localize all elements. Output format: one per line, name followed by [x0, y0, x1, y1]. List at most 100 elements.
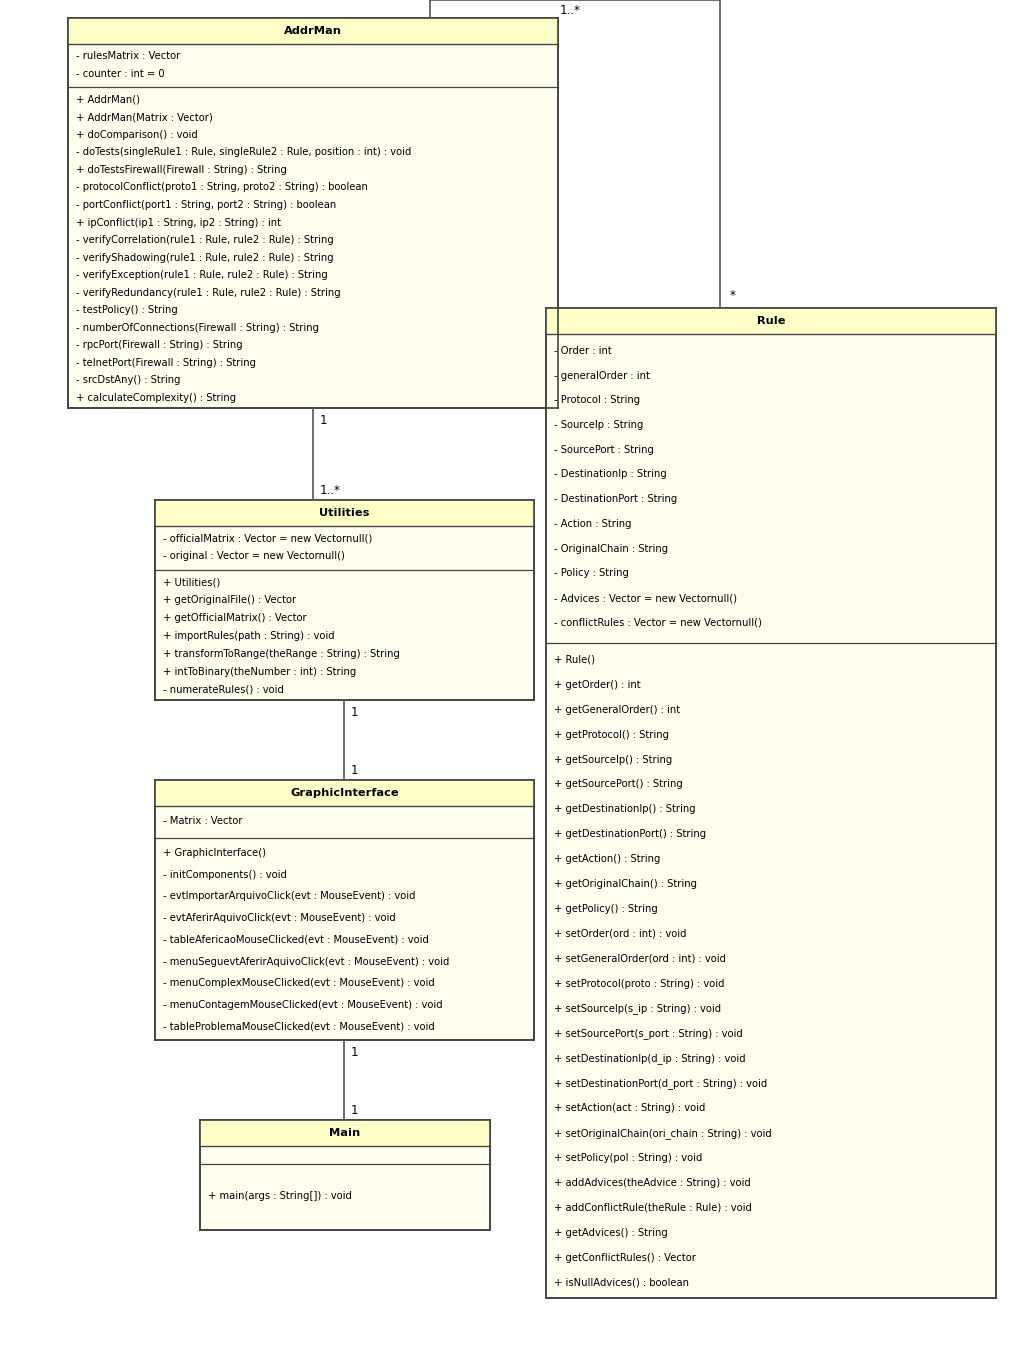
Text: Main: Main — [330, 1128, 360, 1138]
Text: - verifyRedundancy(rule1 : Rule, rule2 : Rule) : String: - verifyRedundancy(rule1 : Rule, rule2 :… — [76, 288, 341, 297]
Text: + AddrMan(Matrix : Vector): + AddrMan(Matrix : Vector) — [76, 112, 213, 123]
Text: - tableAfericaoMouseClicked(evt : MouseEvent) : void: - tableAfericaoMouseClicked(evt : MouseE… — [163, 934, 429, 945]
Text: - Advices : Vector = new Vectornull(): - Advices : Vector = new Vectornull() — [554, 594, 737, 603]
Text: + getGeneralOrder() : int: + getGeneralOrder() : int — [554, 704, 680, 715]
Text: - evtImportarArquivoClick(evt : MouseEvent) : void: - evtImportarArquivoClick(evt : MouseEve… — [163, 891, 416, 902]
Text: - numerateRules() : void: - numerateRules() : void — [163, 684, 284, 695]
Text: + Utilities(): + Utilities() — [163, 577, 220, 587]
Text: - verifyCorrelation(rule1 : Rule, rule2 : Rule) : String: - verifyCorrelation(rule1 : Rule, rule2 … — [76, 235, 334, 245]
Text: - srcDstAny() : String: - srcDstAny() : String — [76, 376, 180, 385]
Text: + addConflictRule(theRule : Rule) : void: + addConflictRule(theRule : Rule) : void — [554, 1203, 752, 1213]
Text: - verifyException(rule1 : Rule, rule2 : Rule) : String: - verifyException(rule1 : Rule, rule2 : … — [76, 270, 328, 280]
Text: + setGeneralOrder(ord : int) : void: + setGeneralOrder(ord : int) : void — [554, 953, 726, 964]
Bar — [68, 18, 558, 45]
Text: + getOriginalFile() : Vector: + getOriginalFile() : Vector — [163, 595, 296, 606]
Text: + addAdvices(theAdvice : String) : void: + addAdvices(theAdvice : String) : void — [554, 1178, 751, 1188]
Text: - conflictRules : Vector = new Vectornull(): - conflictRules : Vector = new Vectornul… — [554, 618, 762, 627]
Text: + doTestsFirewall(Firewall : String) : String: + doTestsFirewall(Firewall : String) : S… — [76, 165, 287, 174]
Text: - DestinationPort : String: - DestinationPort : String — [554, 493, 677, 504]
Text: - telnetPort(Firewall : String) : String: - telnetPort(Firewall : String) : String — [76, 358, 256, 368]
Text: + getPolicy() : String: + getPolicy() : String — [554, 904, 657, 914]
Text: + importRules(path : String) : void: + importRules(path : String) : void — [163, 631, 335, 641]
Text: - counter : int = 0: - counter : int = 0 — [76, 69, 165, 78]
Text: + getDestinationIp() : String: + getDestinationIp() : String — [554, 804, 695, 814]
Text: + getDestinationPort() : String: + getDestinationPort() : String — [554, 829, 707, 840]
Text: - evtAferirAquivoClick(evt : MouseEvent) : void: - evtAferirAquivoClick(evt : MouseEvent)… — [163, 913, 395, 923]
Bar — [155, 500, 534, 526]
Text: - initComponents() : void: - initComponents() : void — [163, 869, 287, 880]
Text: + setOriginalChain(ori_chain : String) : void: + setOriginalChain(ori_chain : String) :… — [554, 1128, 772, 1138]
Text: + setAction(act : String) : void: + setAction(act : String) : void — [554, 1103, 706, 1113]
Text: 1: 1 — [351, 1103, 358, 1117]
Text: 1..*: 1..* — [319, 484, 341, 496]
Text: - numberOfConnections(Firewall : String) : String: - numberOfConnections(Firewall : String)… — [76, 323, 319, 333]
Bar — [155, 780, 534, 806]
Text: + GraphicInterface(): + GraphicInterface() — [163, 848, 266, 859]
Text: + setDestinationIp(d_ip : String) : void: + setDestinationIp(d_ip : String) : void — [554, 1053, 745, 1064]
Text: + getProtocol() : String: + getProtocol() : String — [554, 730, 669, 740]
Text: 1: 1 — [319, 414, 328, 426]
Bar — [68, 18, 558, 408]
Text: - menuContagemMouseClicked(evt : MouseEvent) : void: - menuContagemMouseClicked(evt : MouseEv… — [163, 1000, 442, 1010]
Text: Utilities: Utilities — [319, 508, 370, 518]
Text: + main(args : String[]) : void: + main(args : String[]) : void — [208, 1191, 352, 1202]
Text: - Action : String: - Action : String — [554, 519, 632, 529]
Text: - rpcPort(Firewall : String) : String: - rpcPort(Firewall : String) : String — [76, 341, 243, 350]
Text: 1: 1 — [351, 1045, 358, 1059]
Text: - SourcePort : String: - SourcePort : String — [554, 445, 654, 454]
Text: + isNullAdvices() : boolean: + isNullAdvices() : boolean — [554, 1278, 689, 1287]
Text: - menuComplexMouseClicked(evt : MouseEvent) : void: - menuComplexMouseClicked(evt : MouseEve… — [163, 979, 435, 988]
Text: + setOrder(ord : int) : void: + setOrder(ord : int) : void — [554, 929, 686, 938]
Text: + setSourceIp(s_ip : String) : void: + setSourceIp(s_ip : String) : void — [554, 1003, 721, 1014]
Text: - portConflict(port1 : String, port2 : String) : boolean: - portConflict(port1 : String, port2 : S… — [76, 200, 336, 210]
Text: - menuSeguevtAferirAquivoClick(evt : MouseEvent) : void: - menuSeguevtAferirAquivoClick(evt : Mou… — [163, 957, 450, 967]
Text: + setProtocol(proto : String) : void: + setProtocol(proto : String) : void — [554, 979, 725, 988]
Text: - Order : int: - Order : int — [554, 346, 611, 356]
Text: + getOriginalChain() : String: + getOriginalChain() : String — [554, 879, 697, 890]
Text: - verifyShadowing(rule1 : Rule, rule2 : Rule) : String: - verifyShadowing(rule1 : Rule, rule2 : … — [76, 253, 334, 262]
Bar — [200, 1119, 490, 1146]
Text: + getConflictRules() : Vector: + getConflictRules() : Vector — [554, 1253, 696, 1263]
Bar — [155, 780, 534, 1040]
Text: + getSourcePort() : String: + getSourcePort() : String — [554, 780, 683, 790]
Text: + doComparison() : void: + doComparison() : void — [76, 130, 198, 139]
Text: + setPolicy(pol : String) : void: + setPolicy(pol : String) : void — [554, 1153, 702, 1163]
Text: - generalOrder : int: - generalOrder : int — [554, 370, 650, 380]
Text: AddrMan: AddrMan — [284, 26, 342, 37]
Text: + getOfficialMatrix() : Vector: + getOfficialMatrix() : Vector — [163, 612, 306, 623]
Text: + transformToRange(theRange : String) : String: + transformToRange(theRange : String) : … — [163, 649, 400, 658]
Text: + getOrder() : int: + getOrder() : int — [554, 680, 641, 690]
Text: 1: 1 — [351, 764, 358, 776]
Text: - doTests(singleRule1 : Rule, singleRule2 : Rule, position : int) : void: - doTests(singleRule1 : Rule, singleRule… — [76, 147, 412, 157]
Bar — [200, 1119, 490, 1230]
Text: + AddrMan(): + AddrMan() — [76, 95, 140, 105]
Text: + intToBinary(theNumber : int) : String: + intToBinary(theNumber : int) : String — [163, 667, 356, 676]
Text: - protocolConflict(proto1 : String, proto2 : String) : boolean: - protocolConflict(proto1 : String, prot… — [76, 183, 368, 192]
Text: + getAction() : String: + getAction() : String — [554, 854, 660, 864]
Text: - testPolicy() : String: - testPolicy() : String — [76, 306, 178, 315]
Text: + ipConflict(ip1 : String, ip2 : String) : int: + ipConflict(ip1 : String, ip2 : String)… — [76, 218, 281, 227]
Bar — [155, 500, 534, 700]
Text: - DestinationIp : String: - DestinationIp : String — [554, 469, 667, 480]
Bar — [546, 308, 996, 334]
Text: + setDestinationPort(d_port : String) : void: + setDestinationPort(d_port : String) : … — [554, 1078, 767, 1088]
Text: 1..*: 1..* — [560, 4, 581, 16]
Text: 1: 1 — [351, 706, 358, 718]
Text: *: * — [730, 288, 736, 301]
Text: + Rule(): + Rule() — [554, 654, 595, 665]
Text: GraphicInterface: GraphicInterface — [290, 788, 398, 798]
Text: - Matrix : Vector: - Matrix : Vector — [163, 815, 243, 826]
Text: - rulesMatrix : Vector: - rulesMatrix : Vector — [76, 51, 180, 61]
Text: + getSourceIp() : String: + getSourceIp() : String — [554, 754, 672, 764]
Bar — [546, 308, 996, 1298]
Text: - officialMatrix : Vector = new Vectornull(): - officialMatrix : Vector = new Vectornu… — [163, 534, 373, 544]
Text: + getAdvices() : String: + getAdvices() : String — [554, 1228, 668, 1237]
Text: - tableProblemaMouseClicked(evt : MouseEvent) : void: - tableProblemaMouseClicked(evt : MouseE… — [163, 1022, 435, 1032]
Text: + calculateComplexity() : String: + calculateComplexity() : String — [76, 392, 237, 403]
Text: Rule: Rule — [757, 316, 785, 326]
Text: - Protocol : String: - Protocol : String — [554, 395, 640, 406]
Text: + setSourcePort(s_port : String) : void: + setSourcePort(s_port : String) : void — [554, 1028, 742, 1038]
Text: - original : Vector = new Vectornull(): - original : Vector = new Vectornull() — [163, 550, 345, 561]
Text: - OriginalChain : String: - OriginalChain : String — [554, 544, 668, 553]
Text: - Policy : String: - Policy : String — [554, 568, 629, 579]
